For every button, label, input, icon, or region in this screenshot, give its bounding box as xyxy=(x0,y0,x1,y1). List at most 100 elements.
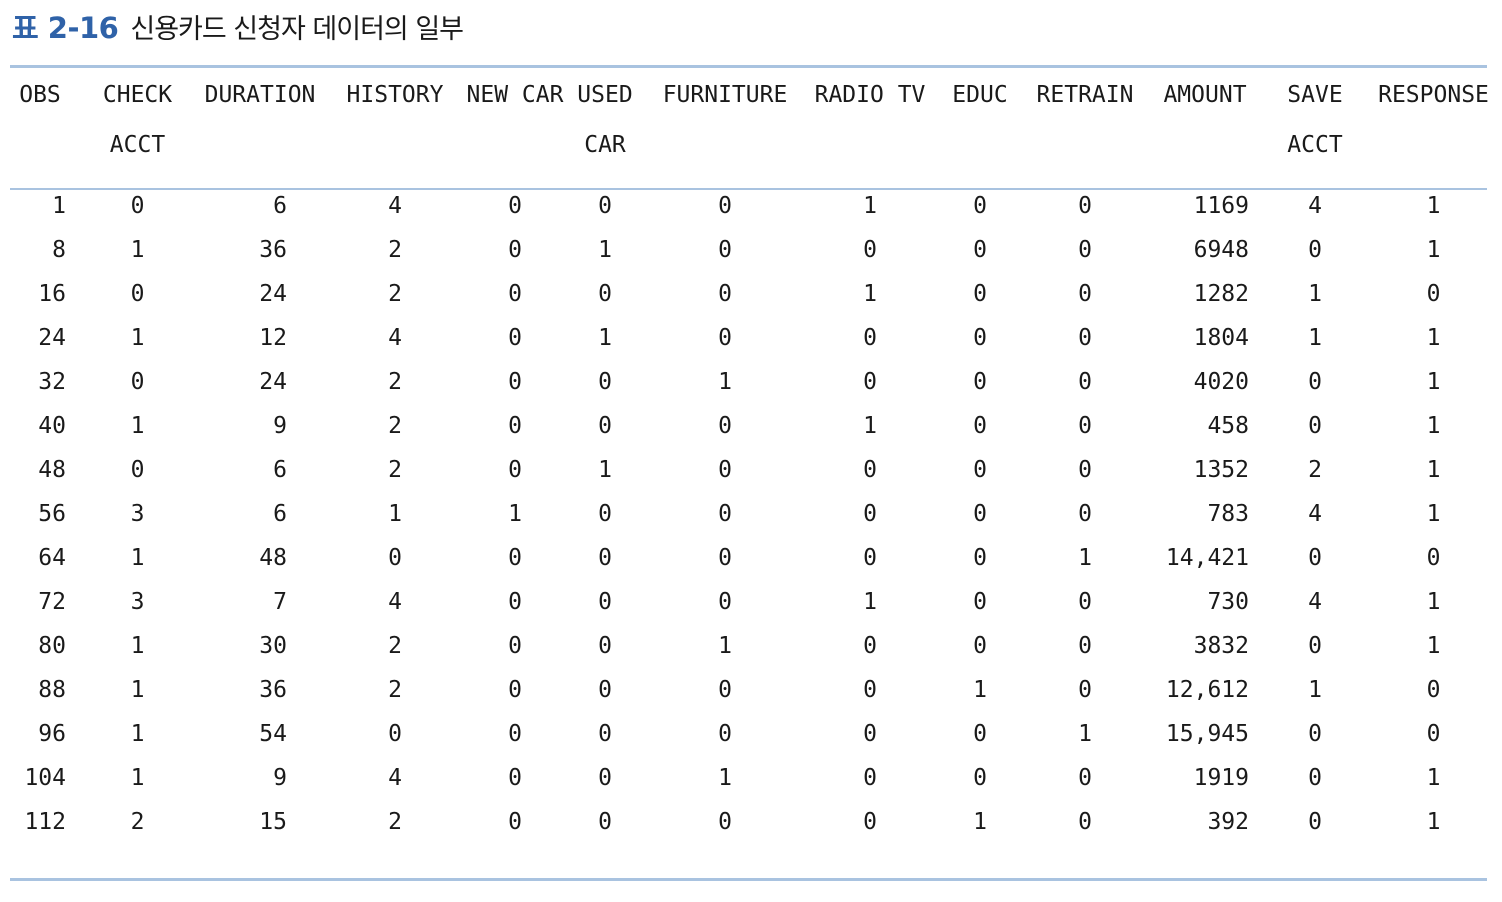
table-cell: 1 xyxy=(598,457,612,483)
table-cell: 1 xyxy=(718,369,732,395)
table-row: 16 0 24 2 0 0 0 1 0 0 1282 1 0 xyxy=(0,272,1502,316)
table-cell: 0 xyxy=(1308,633,1322,659)
table-cell: 0 xyxy=(1308,413,1322,439)
table-cell: 1 xyxy=(863,193,877,219)
column-header-line2 xyxy=(935,120,1025,170)
table-row: 24 1 12 4 0 1 0 0 0 0 1804 1 1 xyxy=(0,316,1502,360)
body-spacer xyxy=(0,170,1502,184)
table-cell: 0 xyxy=(718,237,732,263)
table-cell: 0 xyxy=(508,281,522,307)
table-cell: 0 xyxy=(718,721,732,747)
column-header: USED xyxy=(577,82,633,108)
table-cell: 2 xyxy=(388,809,402,835)
column-header: RADIO TV xyxy=(814,82,926,108)
table-cell: 0 xyxy=(598,501,612,527)
table-row: 48 0 6 2 0 1 0 0 0 0 1352 2 1 xyxy=(0,448,1502,492)
table-cell: 0 xyxy=(598,193,612,219)
table-row: 64 1 48 0 0 0 0 0 0 1 14,421 0 0 xyxy=(0,536,1502,580)
table-cell: 0 xyxy=(718,281,732,307)
table-cell: 104 xyxy=(24,765,66,791)
table-row: 104 1 9 4 0 0 1 0 0 0 1919 0 1 xyxy=(0,756,1502,800)
table-cell: 0 xyxy=(973,589,987,615)
table-cell: 1 xyxy=(1426,237,1441,263)
table-body: 1 0 6 4 0 0 0 1 0 0 1169 4 1 8 1 36 2 0 1 0 0 0 0 6948 0 1 16 0 24 2 0… xyxy=(0,170,1502,844)
table-cell: 0 xyxy=(863,677,877,703)
table-cell: 0 xyxy=(598,809,612,835)
table-cell: 2 xyxy=(388,281,402,307)
table-cell: 1 xyxy=(1426,589,1441,615)
table-cell: 1 xyxy=(863,413,877,439)
table-cell: 0 xyxy=(508,809,522,835)
table-cell: 2 xyxy=(1308,457,1322,483)
table-cell: 0 xyxy=(130,281,145,307)
table-cell: 730 xyxy=(1207,589,1249,615)
table-cell: 1 xyxy=(130,545,145,571)
table-cell: 3832 xyxy=(1193,633,1249,659)
table-cell: 0 xyxy=(598,413,612,439)
table-cell: 458 xyxy=(1207,413,1249,439)
table-cell: 4 xyxy=(1308,501,1322,527)
column-header-line2 xyxy=(465,120,565,170)
table-cell: 1 xyxy=(973,809,987,835)
table-cell: 0 xyxy=(1426,281,1441,307)
table-cell: 0 xyxy=(863,501,877,527)
column-header-line2: CAR xyxy=(584,132,626,158)
column-header: CHECK xyxy=(102,82,173,108)
table-cell: 0 xyxy=(508,413,522,439)
table-cell: 40 xyxy=(38,413,66,439)
table-cell: 1 xyxy=(52,193,66,219)
table-cell: 0 xyxy=(1308,809,1322,835)
table-cell: 0 xyxy=(1426,677,1441,703)
table-cell: 6 xyxy=(273,501,287,527)
table-cell: 0 xyxy=(1308,237,1322,263)
table-cell: 0 xyxy=(388,545,402,571)
table-row: 72 3 7 4 0 0 0 1 0 0 730 4 1 xyxy=(0,580,1502,624)
table-cell: 0 xyxy=(973,325,987,351)
table-row: 32 0 24 2 0 0 1 0 0 0 4020 0 1 xyxy=(0,360,1502,404)
table-cell: 2 xyxy=(388,677,402,703)
table-cell: 392 xyxy=(1207,809,1249,835)
table-cell: 72 xyxy=(38,589,66,615)
table-cell: 4 xyxy=(388,589,402,615)
top-rule xyxy=(10,65,1487,68)
table-cell: 1 xyxy=(1426,413,1441,439)
table-cell: 48 xyxy=(259,545,287,571)
table-cell: 0 xyxy=(508,369,522,395)
table-row: 8 1 36 2 0 1 0 0 0 0 6948 0 1 xyxy=(0,228,1502,272)
table-cell: 2 xyxy=(388,633,402,659)
table-cell: 1 xyxy=(130,325,145,351)
column-header: RETRAIN xyxy=(1036,82,1134,108)
table-cell: 1 xyxy=(1308,677,1322,703)
table-cell: 0 xyxy=(973,721,987,747)
table-row: 88 1 36 2 0 0 0 0 1 0 12,612 1 0 xyxy=(0,668,1502,712)
table-cell: 6 xyxy=(273,193,287,219)
column-header-line2 xyxy=(325,120,465,170)
table-cell: 0 xyxy=(863,457,877,483)
table-caption: 표 2-16 신용카드 신청자 데이터의 일부 xyxy=(12,6,464,46)
table-cell: 1 xyxy=(598,325,612,351)
table-cell: 1 xyxy=(1308,325,1322,351)
table-cell: 24 xyxy=(259,281,287,307)
table-cell: 1 xyxy=(1426,457,1441,483)
table-cell: 1 xyxy=(718,633,732,659)
table-cell: 0 xyxy=(598,369,612,395)
column-header-line2 xyxy=(805,120,935,170)
table-cell: 1 xyxy=(130,633,145,659)
table-cell: 0 xyxy=(1426,721,1441,747)
table-cell: 0 xyxy=(130,369,145,395)
column-header-line2: ACCT xyxy=(109,132,166,158)
table-cell: 80 xyxy=(38,633,66,659)
column-header: HISTORY xyxy=(346,82,444,108)
table-cell: 0 xyxy=(718,589,732,615)
column-header-line2 xyxy=(1025,120,1145,170)
table-cell: 8 xyxy=(52,237,66,263)
table-cell: 0 xyxy=(1308,545,1322,571)
table-cell: 0 xyxy=(718,413,732,439)
table-cell: 1 xyxy=(718,765,732,791)
table-cell: 9 xyxy=(273,413,287,439)
table-cell: 1169 xyxy=(1193,193,1249,219)
table-cell: 0 xyxy=(973,413,987,439)
table-cell: 0 xyxy=(863,809,877,835)
table-cell: 4020 xyxy=(1193,369,1249,395)
table-cell: 0 xyxy=(598,545,612,571)
